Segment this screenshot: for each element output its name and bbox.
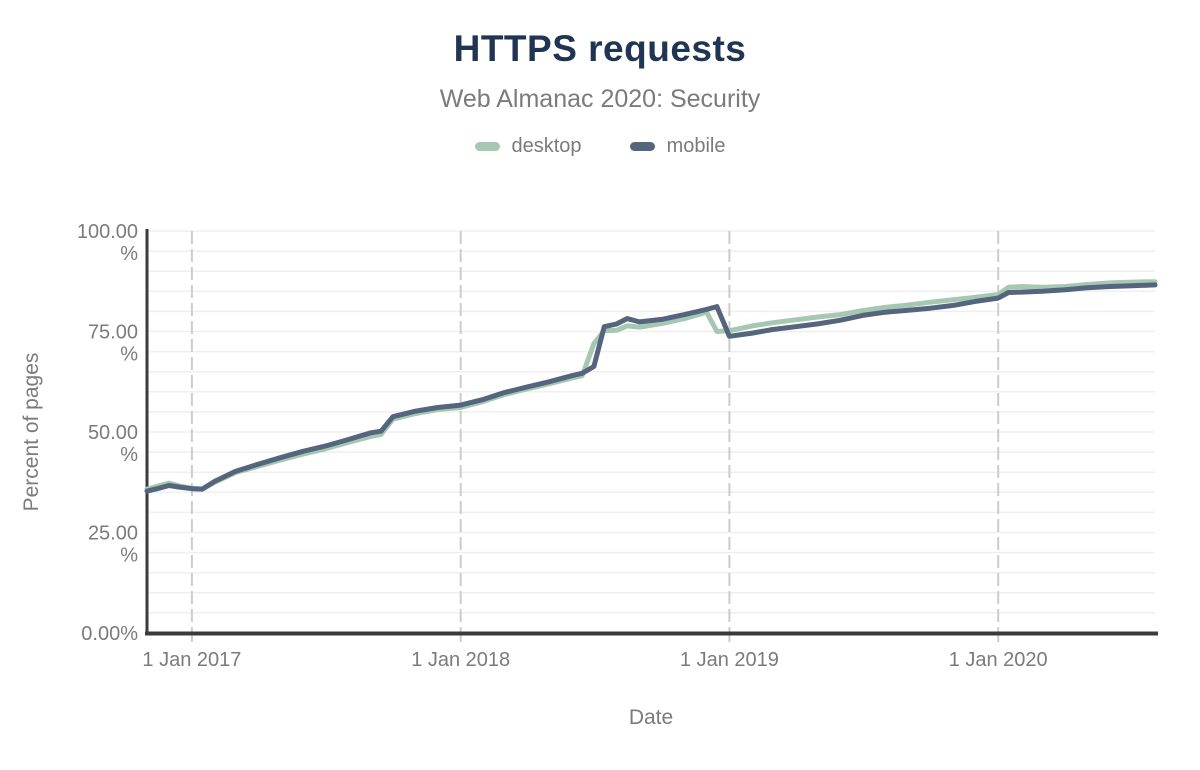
y-tick-label: % (120, 243, 138, 265)
legend-label-desktop: desktop (511, 135, 582, 157)
x-tick-label: 1 Jan 2020 (949, 649, 1048, 671)
y-tick-label: % (120, 344, 138, 366)
y-tick-label: % (120, 444, 138, 466)
https-requests-line-chart: 1 Jan 2017 1 Jan 2018 1 Jan 2019 1 Jan 2020… (20, 221, 1158, 729)
legend: desktop mobile (0, 135, 1200, 158)
y-tick-label: 0.00% (81, 623, 138, 645)
series-desktop-line (144, 279, 1158, 492)
x-tick-label: 1 Jan 2018 (411, 649, 510, 671)
y-axis-title: Percent of pages (20, 353, 43, 512)
y-tick-label: 25.00 (88, 523, 138, 545)
page-title: HTTPS requests (453, 28, 747, 69)
y-tick-label: 100.00 (77, 221, 138, 243)
x-tick-label: 1 Jan 2017 (142, 649, 241, 671)
y-tick-label: 75.00 (88, 322, 138, 344)
x-axis-title: Date (629, 706, 673, 729)
x-tick-label: 1 Jan 2019 (680, 649, 779, 671)
chart-figure: HTTPS requests Web Almanac 2020: Securit… (0, 28, 1200, 729)
desktop-swatch-icon (474, 142, 500, 151)
legend-item-desktop[interactable]: desktop (474, 135, 582, 158)
legend-label-mobile: mobile (666, 135, 726, 157)
y-tick-label: % (120, 545, 138, 567)
series-mobile-line (144, 282, 1158, 494)
y-tick-label: 50.00 (88, 422, 138, 444)
mobile-swatch-icon (629, 142, 655, 151)
legend-item-mobile[interactable]: mobile (629, 135, 726, 158)
page-subtitle: Web Almanac 2020: Security (439, 85, 761, 113)
